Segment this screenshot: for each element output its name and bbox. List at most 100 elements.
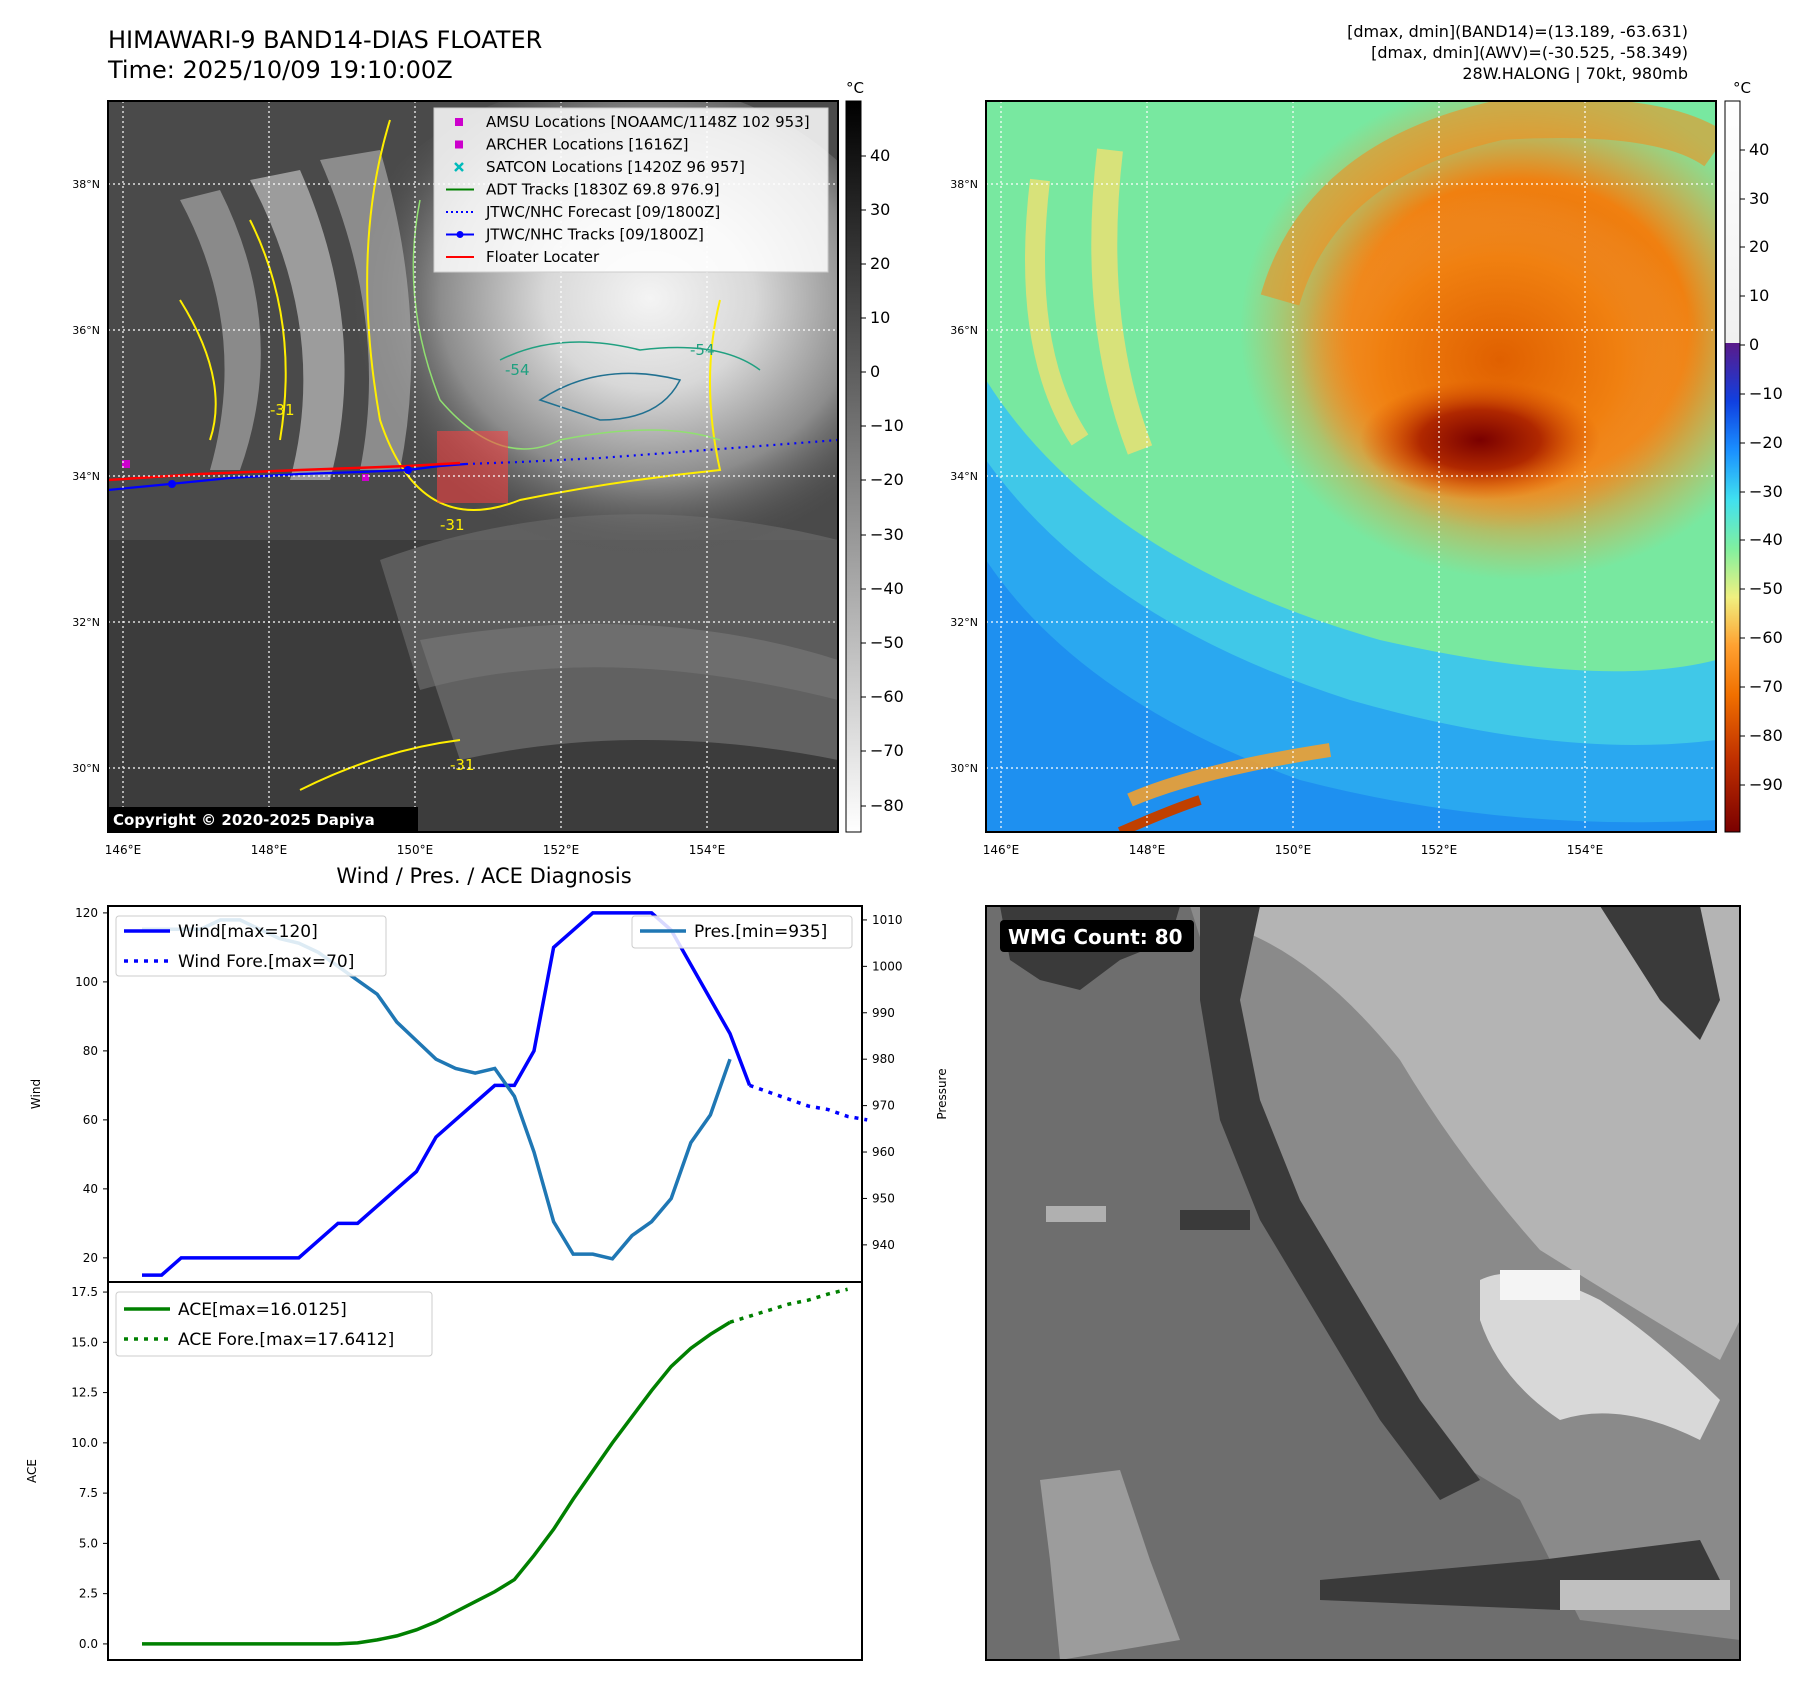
colorbar-tick-label: −30 [870, 525, 904, 544]
colorbar-tick-label: 0 [870, 362, 880, 381]
lat-tick-label: 30°N [72, 762, 100, 775]
legend-label: Wind[max=120] [178, 922, 318, 942]
wv-map-grid [986, 101, 1716, 832]
y-tick-label: 5.0 [79, 1536, 98, 1550]
lat-tick-label: 36°N [72, 324, 100, 337]
lon-tick-label: 150°E [1275, 843, 1312, 857]
y-tick-label: 17.5 [71, 1285, 98, 1299]
wind-legend-box [115, 915, 387, 977]
figure-title-line1: HIMAWARI-9 BAND14-DIAS FLOATER [108, 26, 543, 54]
ace-chart: 0.0 2.5 5.0 7.5 10.0 12.5 15.0 17.5 ACE[max=16.0… [71, 1285, 849, 1651]
contour-label: -31 [440, 516, 465, 534]
colorbar-tick-label: 30 [870, 200, 890, 219]
y-tick-label: 2.5 [79, 1587, 98, 1601]
contour-label: -54 [690, 341, 715, 359]
floater-box [437, 431, 508, 503]
series-line [142, 911, 752, 1277]
lat-tick-label: 38°N [950, 178, 978, 191]
legend-marker [455, 140, 463, 149]
y2-tick-label: 1010 [872, 913, 903, 927]
lon-tick-label: 154°E [689, 843, 726, 857]
colorbar-tick-label: 20 [1749, 237, 1769, 256]
lat-tick-label: 32°N [950, 616, 978, 629]
legend-label: ADT Tracks [1830Z 69.8 976.9] [486, 181, 720, 199]
y2-tick-label: 980 [872, 1052, 895, 1066]
colorbar-tick-label: −40 [870, 579, 904, 598]
color-colorbar-top [1725, 101, 1740, 343]
legend-label: SATCON Locations [1420Z 96 957] [486, 158, 745, 176]
wind-pres-chart: 20 40 60 80 100 120 940 950 960 970 980 990 1000 1010… [75, 906, 903, 1277]
colorbar-tick-label: −80 [870, 796, 904, 815]
colorbar-tick-label: −20 [870, 470, 904, 489]
y-tick-label: 100 [75, 975, 98, 989]
ir-map-frame [107, 100, 839, 833]
colorbar-tick-label: −70 [1749, 677, 1783, 696]
amsu-marker [122, 460, 130, 468]
wmg-count-label: WMG Count: 80 [1008, 925, 1183, 949]
colorbar-tick-label: 0 [1749, 335, 1759, 354]
y-tick-label: 0.0 [79, 1637, 98, 1651]
lon-tick-label: 148°E [251, 843, 288, 857]
contour-label: -31 [270, 401, 295, 419]
figure-title-line2: Time: 2025/10/09 19:10:00Z [108, 56, 453, 84]
ace-chart-frame [107, 1281, 863, 1661]
legend-label: JTWC/NHC Tracks [09/1800Z] [485, 226, 704, 244]
colorbar-tick-label: 40 [1749, 140, 1769, 159]
lat-tick-label: 32°N [72, 616, 100, 629]
colorbar-tick-label: −90 [1749, 775, 1783, 794]
colorbar-tick-label: −10 [870, 416, 904, 435]
y2-tick-label: 950 [872, 1191, 895, 1205]
colorbar-tick-label: 10 [1749, 286, 1769, 305]
lon-tick-label: 154°E [1567, 843, 1604, 857]
legend-label: Pres.[min=935] [694, 922, 827, 942]
track-legend: AMSU Locations [NOAAMC/1148Z 102 953] ARC… [433, 107, 829, 273]
info-line1: [dmax, dmin](BAND14)=(13.189, -63.631) [1347, 22, 1688, 41]
gray-colorbar [845, 100, 862, 833]
series-line [749, 1083, 868, 1122]
y2-tick-label: 1000 [872, 959, 903, 973]
jtwc-track-line [108, 462, 467, 492]
lat-tick-label: 38°N [72, 178, 100, 191]
wmg-frame [985, 905, 1741, 1661]
ace-axis-label: ACE [25, 1459, 39, 1483]
y-tick-label: 10.0 [71, 1436, 98, 1450]
y2-tick-label: 940 [872, 1238, 895, 1252]
pres-legend-box [631, 915, 853, 949]
colorbar-tick-label: 30 [1749, 189, 1769, 208]
ir-map-panel: -54 -54 -31 -31 -31 [108, 101, 838, 832]
y2-tick-label: 960 [872, 1145, 895, 1159]
series-line [142, 1320, 731, 1646]
legend-label: ACE Fore.[max=17.6412] [178, 1330, 394, 1350]
colorbar-tick-label: −50 [1749, 579, 1783, 598]
y2-tick-label: 990 [872, 1006, 895, 1020]
wmg-panel [986, 906, 1740, 1660]
color-colorbar-bottom [1725, 343, 1740, 832]
y-tick-label: 20 [83, 1251, 98, 1265]
legend-label: Wind Fore.[max=70] [178, 952, 354, 972]
y-tick-label: 15.0 [71, 1335, 98, 1349]
lon-tick-label: 146°E [105, 843, 142, 857]
colorbar-tick-label: −60 [870, 687, 904, 706]
contour-label: -54 [505, 361, 530, 379]
colorbar-tick-label: −20 [1749, 433, 1783, 452]
copyright-bg [108, 807, 418, 831]
lat-tick-label: 34°N [950, 470, 978, 483]
colorbar-tick-label: −70 [870, 741, 904, 760]
copyright-text: Copyright © 2020-2025 Dapiya [113, 811, 375, 829]
diagnosis-title: Wind / Pres. / ACE Diagnosis [336, 864, 631, 888]
wind-axis-label: Wind [29, 1079, 43, 1109]
y2-tick-label: 970 [872, 1099, 895, 1113]
colorbar-tick-label: −80 [1749, 726, 1783, 745]
legend-label: AMSU Locations [NOAAMC/1148Z 102 953] [486, 113, 810, 131]
lon-tick-label: 150°E [397, 843, 434, 857]
colorbar-tick-label: 10 [870, 308, 890, 327]
colorbar-tick-label: −50 [870, 633, 904, 652]
ace-legend-box [115, 1291, 433, 1357]
lon-tick-label: 148°E [1129, 843, 1166, 857]
track-point [168, 480, 176, 488]
colorbar-tick-label: −10 [1749, 384, 1783, 403]
series-line [729, 1287, 849, 1324]
lat-tick-label: 30°N [950, 762, 978, 775]
colorbar-tick-label: −60 [1749, 628, 1783, 647]
